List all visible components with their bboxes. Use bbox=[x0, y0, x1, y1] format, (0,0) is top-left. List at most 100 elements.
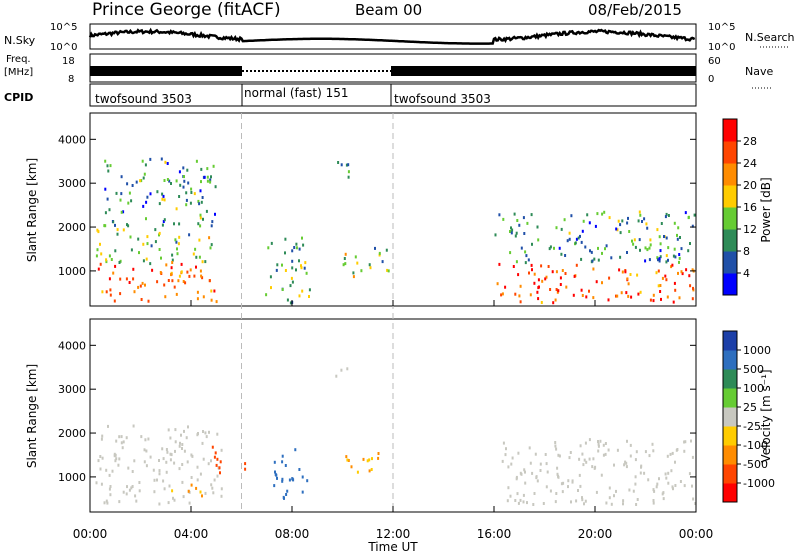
power-cell bbox=[558, 246, 561, 250]
power-cell bbox=[679, 236, 681, 239]
power-cell bbox=[664, 274, 667, 278]
velocity-cell bbox=[635, 503, 638, 506]
power-cell bbox=[304, 261, 307, 265]
power-cell bbox=[195, 255, 198, 259]
power-cell bbox=[95, 254, 98, 258]
power-cell bbox=[566, 239, 569, 243]
power-cell bbox=[145, 257, 148, 261]
velocity-cell bbox=[120, 435, 123, 439]
velocity-cell bbox=[166, 450, 169, 454]
velocity-cell bbox=[220, 487, 223, 491]
velocity-cell bbox=[335, 374, 338, 378]
velocity-cell bbox=[135, 499, 138, 503]
velocity-cell bbox=[371, 457, 373, 461]
power-cell bbox=[604, 247, 606, 251]
power-cell bbox=[180, 262, 183, 266]
power-cell bbox=[525, 254, 528, 258]
velocity-cell bbox=[196, 433, 199, 437]
power-cell bbox=[141, 159, 144, 163]
power-cell bbox=[565, 285, 568, 289]
power-cell bbox=[203, 175, 206, 179]
power-cell bbox=[556, 290, 559, 294]
power-cell bbox=[648, 246, 651, 250]
power-cell bbox=[145, 200, 148, 204]
velocity-cell bbox=[626, 439, 628, 443]
power-cell bbox=[549, 245, 552, 249]
power-cell bbox=[656, 256, 659, 260]
power-cell bbox=[616, 228, 619, 232]
velocity-cell bbox=[210, 459, 212, 463]
velocity-cell bbox=[216, 474, 219, 478]
power-cell bbox=[108, 254, 111, 258]
colorbar-tick-label: -500 bbox=[743, 458, 768, 471]
power-cell bbox=[199, 269, 202, 273]
velocity-cell bbox=[109, 493, 112, 497]
velocity-cell bbox=[163, 487, 166, 491]
power-cell bbox=[119, 259, 122, 263]
velocity-cell bbox=[634, 475, 637, 479]
power-cell bbox=[661, 276, 664, 280]
velocity-cell bbox=[597, 444, 600, 448]
power-cell bbox=[665, 212, 668, 216]
velocity-cell bbox=[595, 490, 598, 494]
velocity-cell bbox=[519, 498, 522, 502]
power-cell bbox=[164, 160, 167, 164]
power-cell bbox=[616, 294, 619, 298]
power-cell bbox=[109, 293, 112, 297]
power-cell bbox=[107, 169, 110, 173]
power-cell bbox=[639, 290, 642, 294]
velocity-cell bbox=[562, 481, 565, 485]
power-cell bbox=[199, 213, 202, 217]
velocity-cell bbox=[510, 462, 513, 466]
power-cell bbox=[302, 243, 305, 247]
power-cell bbox=[178, 195, 181, 198]
power-cell bbox=[652, 293, 655, 297]
colorbar-tick-label: 25 bbox=[743, 401, 757, 414]
power-cell bbox=[555, 288, 558, 291]
velocity-cell bbox=[536, 479, 539, 483]
power-cell bbox=[125, 277, 128, 281]
colorbar-tick-label: -1000 bbox=[743, 477, 775, 490]
power-cell bbox=[187, 181, 190, 185]
velocity-cell bbox=[156, 478, 158, 482]
velocity-cell bbox=[542, 502, 545, 505]
power-cell bbox=[659, 242, 662, 246]
power-cell bbox=[524, 250, 527, 254]
power-cell bbox=[178, 170, 181, 174]
power-cell bbox=[667, 246, 670, 250]
power-cell bbox=[120, 210, 123, 214]
power-cell bbox=[582, 219, 585, 223]
power-cell bbox=[104, 211, 107, 215]
power-cell bbox=[298, 294, 301, 298]
power-cell bbox=[196, 290, 199, 294]
noise-axis-bottom-left: 10^0 bbox=[50, 42, 77, 53]
power-cell bbox=[104, 224, 107, 228]
velocity-cell bbox=[128, 488, 131, 492]
power-cell bbox=[510, 231, 513, 235]
power-cell bbox=[212, 164, 215, 168]
velocity-cell bbox=[122, 490, 125, 494]
power-cell bbox=[114, 223, 116, 227]
velocity-cell bbox=[208, 430, 210, 434]
colorbar-swatch bbox=[723, 207, 737, 230]
power-cell bbox=[657, 269, 660, 273]
velocity-cell bbox=[561, 490, 564, 494]
velocity-cell bbox=[126, 485, 128, 489]
power-cell bbox=[183, 179, 186, 183]
power-cell bbox=[295, 242, 298, 246]
power-cell bbox=[657, 284, 660, 288]
power-cell bbox=[171, 261, 174, 264]
power-cell bbox=[161, 192, 164, 196]
power-cell bbox=[557, 289, 560, 293]
power-cell bbox=[110, 258, 113, 261]
colorbar-tick-label: 500 bbox=[743, 363, 764, 376]
power-cell bbox=[673, 221, 676, 225]
velocity-cell bbox=[196, 478, 199, 482]
power-cell bbox=[158, 231, 161, 235]
power-cell bbox=[112, 220, 115, 224]
power-cell bbox=[162, 194, 165, 198]
velocity-cell bbox=[610, 502, 613, 506]
velocity-cell bbox=[665, 476, 668, 480]
power-cell bbox=[591, 259, 594, 263]
velocity-cell bbox=[117, 463, 120, 467]
